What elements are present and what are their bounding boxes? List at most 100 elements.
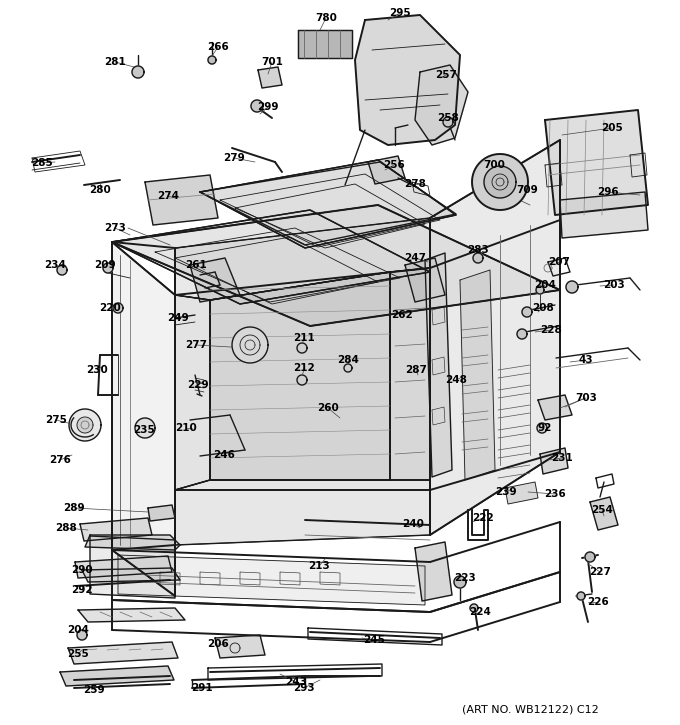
Polygon shape: [78, 608, 185, 622]
Polygon shape: [232, 327, 268, 363]
Text: 276: 276: [49, 455, 71, 465]
Text: 246: 246: [213, 450, 235, 460]
Polygon shape: [57, 265, 67, 275]
Polygon shape: [536, 286, 544, 294]
Text: 274: 274: [157, 191, 179, 201]
Polygon shape: [112, 205, 560, 326]
Polygon shape: [484, 166, 516, 198]
Text: 207: 207: [548, 257, 570, 267]
Text: 290: 290: [71, 565, 92, 575]
Polygon shape: [258, 67, 282, 88]
Polygon shape: [68, 642, 178, 664]
Polygon shape: [540, 448, 568, 474]
Text: 262: 262: [391, 310, 413, 320]
Polygon shape: [454, 576, 466, 588]
Polygon shape: [577, 592, 585, 600]
Text: 292: 292: [71, 585, 92, 595]
Text: 281: 281: [104, 57, 126, 67]
Text: 278: 278: [404, 179, 426, 189]
Text: 293: 293: [293, 683, 315, 693]
Text: 280: 280: [89, 185, 111, 195]
Text: 703: 703: [575, 393, 597, 403]
Polygon shape: [430, 140, 560, 535]
Text: 234: 234: [44, 260, 66, 270]
Text: 243: 243: [285, 677, 307, 687]
Text: 211: 211: [293, 333, 315, 343]
Text: 227: 227: [589, 567, 611, 577]
Text: 259: 259: [83, 685, 105, 695]
Polygon shape: [75, 556, 172, 578]
Polygon shape: [355, 15, 460, 145]
Polygon shape: [566, 281, 578, 293]
Text: 285: 285: [31, 158, 53, 168]
Text: 291: 291: [191, 683, 213, 693]
Polygon shape: [148, 505, 175, 521]
Polygon shape: [460, 270, 495, 480]
Text: 256: 256: [383, 160, 405, 170]
Text: 261: 261: [185, 260, 207, 270]
Polygon shape: [368, 156, 405, 184]
Text: 701: 701: [261, 57, 283, 67]
Polygon shape: [522, 307, 532, 317]
Text: 295: 295: [389, 8, 411, 18]
Polygon shape: [297, 343, 307, 353]
Text: 213: 213: [308, 561, 330, 571]
Text: 222: 222: [472, 513, 494, 523]
Polygon shape: [560, 192, 648, 238]
Text: 206: 206: [207, 639, 229, 649]
Polygon shape: [405, 258, 445, 302]
Polygon shape: [473, 253, 483, 263]
Polygon shape: [590, 497, 618, 530]
Text: 296: 296: [597, 187, 619, 197]
Text: 240: 240: [402, 519, 424, 529]
Text: 212: 212: [293, 363, 315, 373]
Polygon shape: [344, 364, 352, 372]
Polygon shape: [112, 242, 175, 596]
Polygon shape: [210, 272, 390, 480]
Polygon shape: [113, 303, 123, 313]
Text: 230: 230: [86, 365, 108, 375]
Polygon shape: [135, 418, 155, 438]
Polygon shape: [60, 666, 174, 686]
Text: 247: 247: [404, 253, 426, 263]
Polygon shape: [545, 110, 648, 215]
Text: 284: 284: [337, 355, 359, 365]
Text: 231: 231: [551, 453, 573, 463]
Polygon shape: [85, 535, 180, 550]
Text: 220: 220: [99, 303, 121, 313]
Polygon shape: [175, 295, 210, 490]
Polygon shape: [208, 56, 216, 64]
Text: 277: 277: [185, 340, 207, 350]
Text: 255: 255: [67, 649, 89, 659]
Text: 205: 205: [601, 123, 623, 133]
Text: 236: 236: [544, 489, 566, 499]
Polygon shape: [390, 268, 430, 480]
Polygon shape: [69, 409, 101, 441]
Text: 287: 287: [405, 365, 427, 375]
Polygon shape: [200, 160, 456, 248]
Text: 235: 235: [133, 425, 155, 435]
Text: 266: 266: [207, 42, 229, 52]
Text: 204: 204: [67, 625, 89, 635]
Text: 43: 43: [579, 355, 594, 365]
Polygon shape: [415, 65, 468, 145]
Polygon shape: [470, 604, 478, 612]
Text: 204: 204: [534, 280, 556, 290]
Polygon shape: [80, 518, 152, 541]
Text: 228: 228: [540, 325, 562, 335]
Polygon shape: [112, 210, 430, 304]
Text: 245: 245: [363, 635, 385, 645]
Text: 224: 224: [469, 607, 491, 617]
Text: 780: 780: [315, 13, 337, 23]
Polygon shape: [90, 536, 175, 598]
Polygon shape: [77, 417, 93, 433]
Text: (ART NO. WB12122) C12: (ART NO. WB12122) C12: [462, 705, 598, 715]
Polygon shape: [103, 263, 113, 273]
Polygon shape: [132, 66, 144, 78]
Text: 260: 260: [317, 403, 339, 413]
Text: 92: 92: [538, 423, 552, 433]
Polygon shape: [175, 218, 430, 300]
Polygon shape: [82, 568, 180, 582]
Text: 275: 275: [45, 415, 67, 425]
Polygon shape: [77, 630, 87, 640]
